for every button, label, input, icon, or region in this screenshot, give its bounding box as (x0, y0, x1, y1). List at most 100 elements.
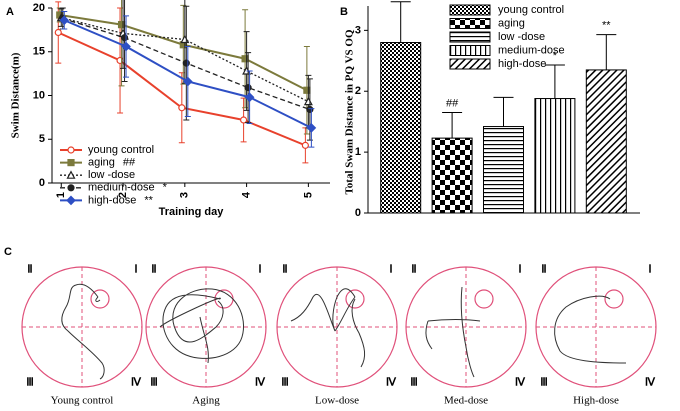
y-axis-label: Swim Distance(m) (10, 52, 22, 138)
platform (90, 289, 110, 309)
swim-path (61, 283, 105, 380)
bar (483, 126, 524, 214)
quadrant-label: Ⅳ (255, 377, 266, 389)
swim-path (554, 295, 627, 364)
quadrant-label: Ⅲ (540, 377, 548, 389)
swim-path (290, 288, 366, 368)
panel-label: C (4, 246, 12, 258)
y-tick-label: 10 (33, 89, 45, 101)
point (301, 141, 309, 149)
point (240, 116, 248, 124)
legend-label: aging (498, 17, 525, 29)
y-tick-label: 3 (355, 24, 361, 36)
legend-label: low -dose (498, 31, 545, 43)
bar (534, 98, 576, 214)
x-tick-label: 4 (241, 191, 253, 198)
significance-label: ** (602, 20, 611, 32)
error-bar (544, 64, 565, 99)
quadrant-label: Ⅱ (27, 264, 32, 276)
legend-marker (66, 195, 76, 206)
swim-path (159, 288, 244, 364)
point (116, 56, 124, 65)
quadrant-label: Ⅲ (150, 377, 158, 389)
point (182, 76, 193, 87)
bar (431, 137, 473, 214)
quadrant-line (406, 267, 526, 387)
panel-label: B (340, 6, 348, 18)
point (59, 15, 70, 26)
group-label: Young control (51, 395, 114, 407)
point (54, 28, 62, 37)
error-bar (442, 112, 463, 139)
point (306, 105, 314, 114)
group-label: High-dose (573, 395, 619, 407)
legend-label: low -dose (88, 169, 135, 181)
legend-swatch (449, 31, 491, 43)
legend-marker (67, 184, 75, 192)
group-label: Low-dose (315, 395, 359, 407)
platform (604, 289, 624, 309)
legend-marker (67, 159, 75, 167)
quadrant-line (536, 267, 656, 387)
quadrant-label: Ⅱ (411, 264, 416, 276)
legend-label: young control (88, 144, 154, 156)
point (241, 55, 249, 63)
quadrant-line (22, 267, 142, 387)
point (120, 34, 129, 42)
legend-marker (66, 170, 76, 179)
error-bar (493, 96, 514, 127)
legend-swatch (449, 58, 491, 70)
error-bar (596, 34, 617, 70)
point (303, 96, 313, 106)
quadrant-label: Ⅲ (281, 377, 289, 389)
point (178, 104, 186, 112)
point (117, 21, 126, 29)
legend-swatch (449, 45, 491, 56)
group-label: Aging (192, 395, 220, 407)
bar (380, 42, 422, 214)
quadrant-line (277, 267, 397, 387)
quadrant-label: Ⅲ (410, 377, 418, 389)
x-tick-label: 5 (302, 192, 314, 198)
significance-label: * (553, 50, 558, 62)
legend-annotation: * (163, 182, 168, 194)
legend-label: young control (498, 4, 564, 16)
y-tick-label: 15 (33, 46, 45, 58)
significance-label: ## (446, 97, 459, 109)
quadrant-label: Ⅰ (258, 264, 261, 276)
quadrant-label: Ⅳ (645, 377, 656, 389)
legend-annotation: ## (123, 157, 136, 169)
legend-marker (67, 146, 75, 154)
y-tick-label: 0 (39, 177, 45, 189)
quadrant-label: Ⅰ (648, 264, 651, 276)
y-tick-label: 0 (355, 207, 361, 219)
quadrant-label: Ⅰ (134, 264, 137, 276)
bar (585, 69, 627, 214)
legend-annotation: ** (144, 194, 153, 206)
quadrant-label: Ⅰ (518, 264, 521, 276)
point (182, 59, 190, 67)
legend-swatch (449, 4, 491, 16)
y-tick-label: 2 (355, 85, 361, 97)
quadrant-label: Ⅱ (151, 264, 156, 276)
y-tick-label: 20 (33, 2, 45, 14)
point (180, 34, 190, 44)
legend-label: medium-dose (88, 182, 155, 194)
panel-a: A 0 5 10 15 20 1 2 3 4 5 Training day Swim Distance(… (6, 0, 330, 218)
quadrant-label: Ⅱ (282, 264, 287, 276)
point (244, 84, 252, 92)
group-label: Med-dose (444, 395, 488, 407)
x-tick-label: 1 (55, 192, 67, 198)
y-tick-label: 5 (39, 133, 45, 145)
point (244, 92, 255, 103)
quadrant-line (146, 267, 266, 387)
x-axis-label: Training day (159, 206, 225, 218)
error-bar (390, 1, 411, 43)
quadrant-label: Ⅲ (26, 377, 34, 389)
legend-swatch (449, 18, 491, 29)
platform (345, 289, 365, 309)
swim-path (425, 286, 481, 378)
